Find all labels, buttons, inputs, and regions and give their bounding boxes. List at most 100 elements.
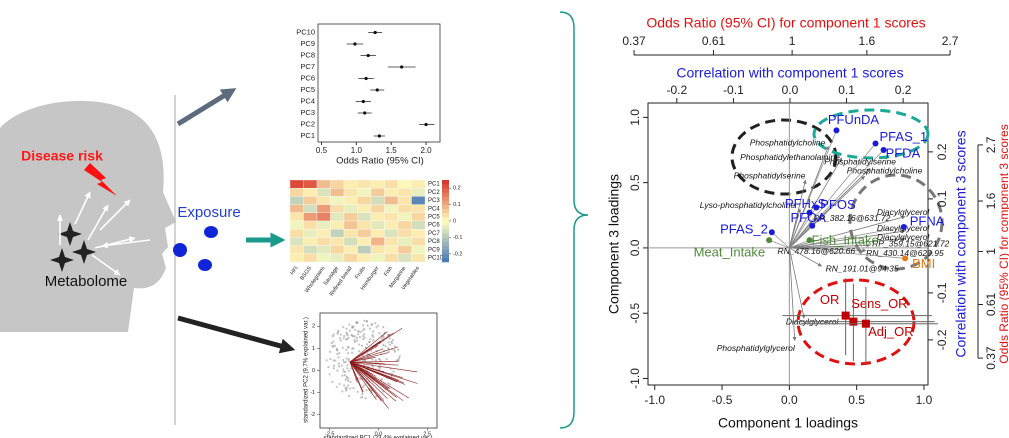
heatmap-row-label: PC10 xyxy=(428,255,444,261)
colorbar-segment xyxy=(442,242,449,246)
heatmap-cell xyxy=(290,213,304,221)
corr1-label: Correlation with component 1 scores xyxy=(676,65,903,81)
decor-point xyxy=(331,342,333,344)
heatmap-cell xyxy=(290,246,304,254)
decor-point xyxy=(346,357,348,359)
exposure-point xyxy=(901,224,907,230)
feature-label: Phosphatidylserine xyxy=(734,170,806,180)
heatmap-cell xyxy=(290,229,304,237)
colorbar-segment xyxy=(442,217,449,221)
heatmap-cell xyxy=(371,180,385,188)
heatmap-cell xyxy=(398,229,412,237)
decor-point xyxy=(351,325,353,327)
heatmap-cell xyxy=(317,213,331,221)
colorbar-segment xyxy=(442,254,449,258)
forest-point xyxy=(424,123,427,126)
or-point xyxy=(842,312,850,320)
heatmap-cell xyxy=(331,196,345,204)
heatmap-cell xyxy=(358,213,372,221)
decor-point xyxy=(394,345,396,347)
decor-point xyxy=(346,367,348,369)
decor-point xyxy=(371,324,373,326)
heatmap-cell xyxy=(317,188,331,196)
decor-point xyxy=(380,378,382,380)
heatmap-cell xyxy=(331,254,345,262)
heatmap-row-label: PC9 xyxy=(428,247,440,253)
decor-point xyxy=(338,352,340,354)
forest-point xyxy=(365,77,368,80)
colorbar-segment xyxy=(442,209,449,213)
decor-point xyxy=(387,347,389,349)
decor-point xyxy=(342,368,344,370)
heatmap-cell xyxy=(385,221,399,229)
heatmap-cell xyxy=(371,237,385,245)
heatmap-cell xyxy=(344,237,358,245)
or1-tick-label: 0.37 xyxy=(622,34,646,48)
heatmap-row-label: PC2 xyxy=(428,190,440,196)
corr1-tick-label: 0.0 xyxy=(782,83,799,97)
decor-point xyxy=(338,383,340,385)
corr3-tick-label: -0.1 xyxy=(935,282,949,303)
decor-point xyxy=(345,378,347,380)
colorbar-segment xyxy=(442,237,449,241)
decor-point xyxy=(342,347,344,349)
forest-point xyxy=(400,65,403,68)
heatmap-cell xyxy=(304,221,318,229)
heatmap-cell xyxy=(344,246,358,254)
metabolome-label: Metabolome xyxy=(45,273,128,290)
decor-point xyxy=(358,343,360,345)
decor-point xyxy=(345,349,347,351)
heatmap-cell xyxy=(317,246,331,254)
exposure-label: Meat_Intake xyxy=(694,245,766,260)
colorbar-tick-label: 0 xyxy=(453,218,456,224)
heatmap-cell xyxy=(358,196,372,204)
heatmap-cell xyxy=(398,213,412,221)
heatmap-cell xyxy=(385,229,399,237)
heatmap-cell xyxy=(412,221,426,229)
heatmap-cell xyxy=(344,205,358,213)
heatmap-cell xyxy=(385,246,399,254)
decor-point xyxy=(379,364,381,366)
heatmap-cell xyxy=(304,246,318,254)
decor-point xyxy=(333,333,335,335)
heatmap-cell xyxy=(398,254,412,262)
heatmap-cell xyxy=(290,237,304,245)
forest-point xyxy=(374,31,377,34)
colorbar-segment xyxy=(442,192,449,196)
decor-point xyxy=(354,341,356,343)
heatmap-cell xyxy=(371,196,385,204)
decor-point xyxy=(357,333,359,335)
heatmap-cell xyxy=(385,196,399,204)
colorbar-segment xyxy=(442,188,449,192)
forest-row-label: PC6 xyxy=(300,73,315,82)
decor-point xyxy=(377,325,379,327)
heatmap-cell xyxy=(371,188,385,196)
small-tick-label: -1 xyxy=(310,390,315,396)
y-tick-label: 0.5 xyxy=(628,174,642,191)
heatmap-cell xyxy=(398,246,412,254)
or3-label: Odds Ratio (95% CI) for component 3 scor… xyxy=(997,124,1009,363)
heatmap-cell xyxy=(317,205,331,213)
decor-point xyxy=(331,381,333,383)
decor-point xyxy=(342,359,344,361)
corr3-tick-label: 0.2 xyxy=(935,143,949,160)
decor-point xyxy=(351,352,353,354)
decor-point xyxy=(375,359,377,361)
forest-point xyxy=(353,42,356,45)
y-tick-label: 1.0 xyxy=(628,109,642,126)
decor-point xyxy=(368,341,370,343)
decor-point xyxy=(346,386,348,388)
heatmap-cell xyxy=(398,237,412,245)
decor-point xyxy=(367,324,369,326)
or1-tick-label: 2.7 xyxy=(942,34,959,48)
heatmap-cell xyxy=(412,213,426,221)
decor-point xyxy=(358,350,360,352)
heatmap-cell xyxy=(371,246,385,254)
exposure-label: PFDA xyxy=(886,145,921,160)
decor-point xyxy=(361,393,363,395)
decor-point xyxy=(348,323,350,325)
exposure-arrow xyxy=(789,130,836,248)
or3-tick-label: 0.61 xyxy=(984,292,998,316)
heatmap-cell xyxy=(398,196,412,204)
decor-point xyxy=(382,336,384,338)
